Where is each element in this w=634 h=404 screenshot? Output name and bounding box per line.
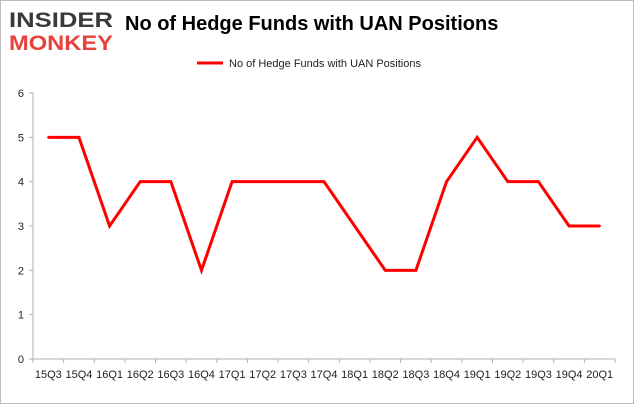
x-tick-label: 19Q2 — [494, 369, 521, 381]
x-tick-label: 17Q4 — [311, 369, 338, 381]
data-point — [77, 136, 81, 139]
data-point — [108, 224, 111, 228]
data-point — [261, 180, 264, 183]
y-tick-label: 3 — [18, 221, 24, 233]
data-point — [230, 180, 234, 183]
data-point — [322, 180, 326, 183]
y-tick-label: 1 — [18, 310, 24, 322]
x-tick-label: 18Q1 — [341, 369, 368, 381]
logo-line-monkey: MONKEY — [9, 32, 113, 53]
data-point — [445, 180, 448, 183]
y-tick-label: 5 — [18, 132, 24, 144]
insider-monkey-logo: INSIDER MONKEY — [9, 9, 113, 53]
x-tick-label: 18Q4 — [433, 369, 460, 381]
data-point — [169, 180, 173, 183]
data-point — [200, 269, 203, 272]
chart-title: No of Hedge Funds with UAN Positions — [125, 13, 499, 35]
x-tick-label: 16Q4 — [188, 369, 215, 381]
x-tick-label: 15Q3 — [35, 369, 62, 381]
x-tick-label: 20Q1 — [586, 369, 613, 381]
data-point — [414, 269, 418, 272]
legend-label: No of Hedge Funds with UAN Positions — [229, 58, 421, 70]
data-point — [384, 269, 387, 272]
x-tick-label: 16Q3 — [157, 369, 184, 381]
x-tick-label: 17Q1 — [219, 369, 246, 381]
y-tick-label: 0 — [18, 354, 24, 366]
y-tick-label: 4 — [18, 177, 24, 189]
series-line — [48, 134, 600, 275]
x-tick-label: 16Q2 — [127, 369, 154, 381]
x-tick-label: 17Q3 — [280, 369, 307, 381]
y-tick-label: 2 — [18, 265, 24, 277]
x-tick-label: 16Q1 — [96, 369, 123, 381]
x-tick-label: 15Q4 — [65, 369, 92, 381]
y-tick-label: 6 — [18, 88, 24, 100]
x-tick-label: 18Q3 — [402, 369, 429, 381]
data-point — [537, 180, 540, 183]
data-point — [475, 136, 479, 139]
x-tick-label: 17Q2 — [249, 369, 276, 381]
x-tick-label: 18Q2 — [372, 369, 399, 381]
x-tick-label: 19Q1 — [464, 369, 491, 381]
data-point — [353, 224, 356, 228]
data-point — [139, 180, 142, 183]
data-point — [292, 180, 295, 183]
x-tick-label: 19Q3 — [525, 369, 552, 381]
data-point — [47, 136, 50, 139]
data-point — [567, 224, 571, 228]
logo-line-insider: INSIDER — [9, 9, 113, 32]
x-tick-label: 19Q4 — [556, 369, 583, 381]
data-point — [506, 180, 509, 183]
data-point — [598, 224, 601, 228]
